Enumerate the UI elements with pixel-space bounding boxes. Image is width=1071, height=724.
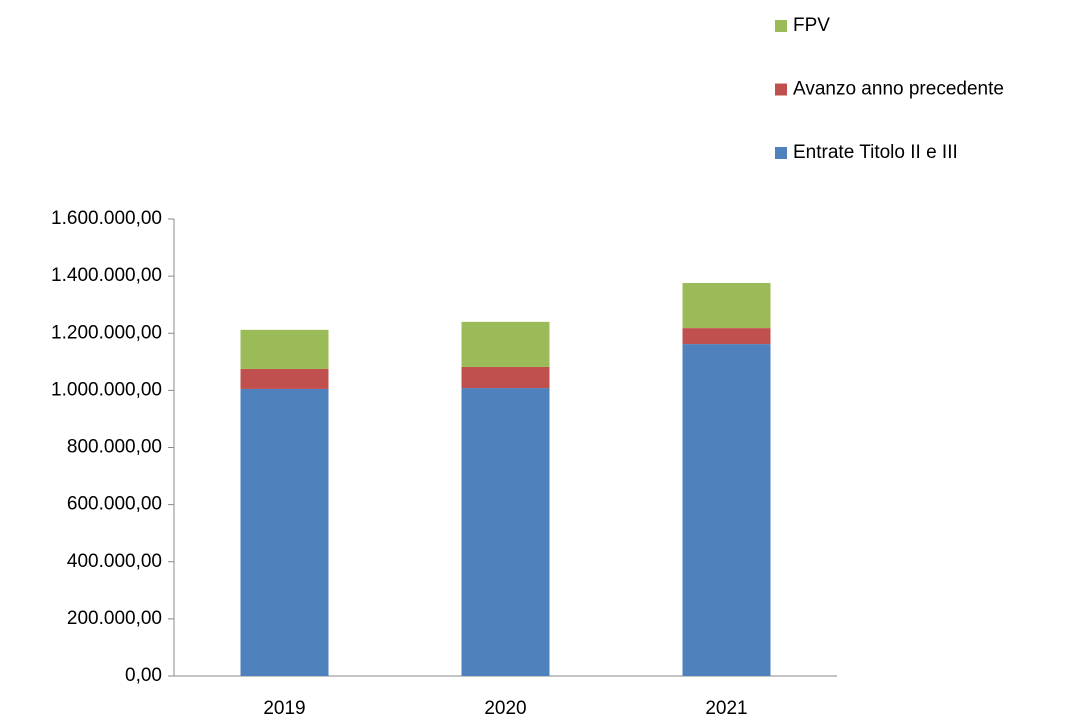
bar-segment [240, 368, 329, 389]
legend-swatch [775, 147, 787, 159]
bar-segment [682, 344, 771, 676]
y-tick-label: 200.000,00 [67, 608, 162, 629]
bar-segment [461, 321, 550, 367]
y-tick-label: 800.000,00 [67, 437, 162, 458]
x-tick-label: 2019 [263, 698, 305, 719]
legend-label: Entrate Titolo II e III [793, 142, 958, 163]
bar-segment [240, 329, 329, 369]
legend-swatch [775, 20, 787, 32]
bar-segment [461, 388, 550, 676]
bar-segment [682, 282, 771, 329]
bar-segment [682, 328, 771, 345]
legend-label: Avanzo anno precedente [793, 79, 1004, 100]
y-tick-label: 1.400.000,00 [51, 265, 162, 286]
legend-swatch [775, 83, 787, 96]
y-tick-label: 600.000,00 [67, 494, 162, 515]
x-tick-label: 2020 [484, 698, 526, 719]
y-tick-label: 1.200.000,00 [51, 322, 162, 343]
bar-segment [240, 388, 329, 676]
x-tick-label: 2021 [705, 698, 747, 719]
y-tick-label: 0,00 [125, 665, 162, 686]
legend-label: FPV [793, 15, 830, 36]
y-tick-label: 1.000.000,00 [51, 379, 162, 400]
bar-segment [461, 366, 550, 389]
y-tick-label: 400.000,00 [67, 551, 162, 572]
y-tick-label: 1.600.000,00 [51, 208, 162, 229]
